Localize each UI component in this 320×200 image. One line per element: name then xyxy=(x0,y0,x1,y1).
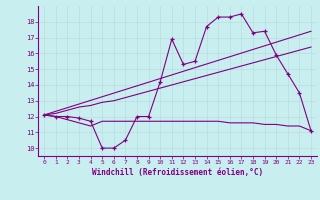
X-axis label: Windchill (Refroidissement éolien,°C): Windchill (Refroidissement éolien,°C) xyxy=(92,168,263,177)
